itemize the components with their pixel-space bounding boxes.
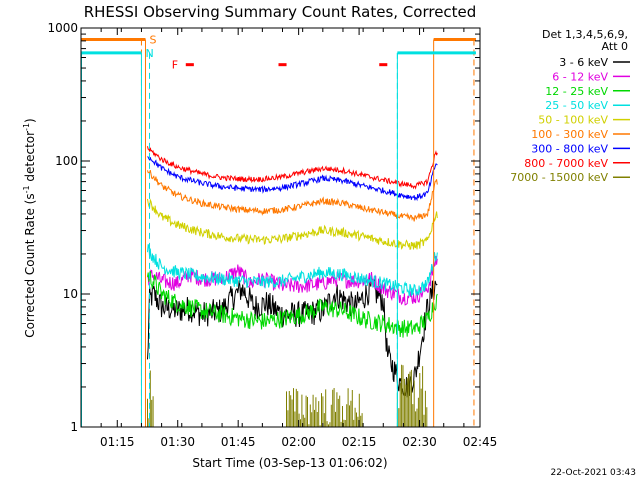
series-layer — [147, 146, 438, 427]
series-3-6-kev — [147, 276, 438, 398]
y-axis-label-end: ) — [23, 118, 37, 123]
series-7000-15000-kev-burst — [147, 370, 154, 427]
legend-header-attenuator: Att 0 — [602, 40, 628, 53]
y-axis-label: Corrected Count Rate (s-1 detector-1) — [22, 118, 37, 337]
series-800-7000-kev — [147, 146, 438, 190]
legend-entry-12-25-kev: 12 - 25 keV — [545, 85, 608, 98]
series-300-800-kev — [147, 156, 438, 202]
legend-header-detectors: Det 1,3,4,5,6,9, — [542, 28, 628, 41]
legend-entry-100-300-kev: 100 - 300 keV — [531, 128, 608, 141]
x-tick-label: 02:45 — [463, 435, 498, 449]
timestamp: 22-Oct-2021 03:43 — [551, 468, 636, 478]
night-label: N — [145, 47, 153, 60]
x-tick-label: 01:30 — [160, 435, 195, 449]
x-tick-label: 02:00 — [281, 435, 316, 449]
x-tick-label: 02:15 — [342, 435, 377, 449]
x-tick-label: 01:15 — [100, 435, 135, 449]
y-axis-label-mid: detector — [23, 131, 37, 186]
legend-entry-7000-15000-kev: 7000 - 15000 keV — [510, 171, 608, 184]
marker-layer: SN F — [81, 33, 476, 427]
series-100-300-kev — [147, 169, 438, 222]
x-tick-label: 01:45 — [221, 435, 256, 449]
legend-entry-50-100-kev: 50 - 100 keV — [538, 114, 608, 127]
y-axis-label-sup: -1 — [22, 185, 31, 193]
legend-entry-25-50-kev: 25 - 50 keV — [545, 99, 608, 112]
x-axis-label: Start Time (03-Sep-13 01:06:02) — [192, 456, 387, 470]
series-50-100-kev — [147, 198, 438, 250]
chart-title: RHESSI Observing Summary Count Rates, Co… — [84, 3, 477, 21]
legend-entry-6-12-kev: 6 - 12 keV — [552, 70, 608, 83]
legend-entry-800-7000-kev: 800 - 7000 keV — [524, 157, 608, 170]
plot-frame — [80, 27, 481, 428]
series-7000-15000-kev-burst — [286, 388, 363, 427]
series-25-50-kev — [147, 244, 438, 297]
y-tick-label: 1 — [70, 420, 78, 434]
flare-flag-label: F — [172, 59, 178, 72]
series-12-25-kev — [147, 270, 438, 338]
x-tick-label: 02:30 — [402, 435, 437, 449]
y-tick-label: 1000 — [47, 21, 78, 35]
y-tick-label: 100 — [55, 154, 78, 168]
y-tick-label: 10 — [63, 287, 78, 301]
y-axis-label-sup2: -1 — [22, 123, 31, 131]
legend-entry-3-6-kev: 3 - 6 keV — [559, 56, 608, 69]
y-axis-label-start: Corrected Count Rate (s — [23, 193, 37, 337]
saa-label: S — [149, 33, 156, 46]
axis-layer: 01:15 01:30 01:45 02:00 02:15 02:30 02:45 1 10 10… — [47, 21, 497, 449]
legend-entry-300-800-kev: 300 - 800 keV — [531, 142, 608, 155]
